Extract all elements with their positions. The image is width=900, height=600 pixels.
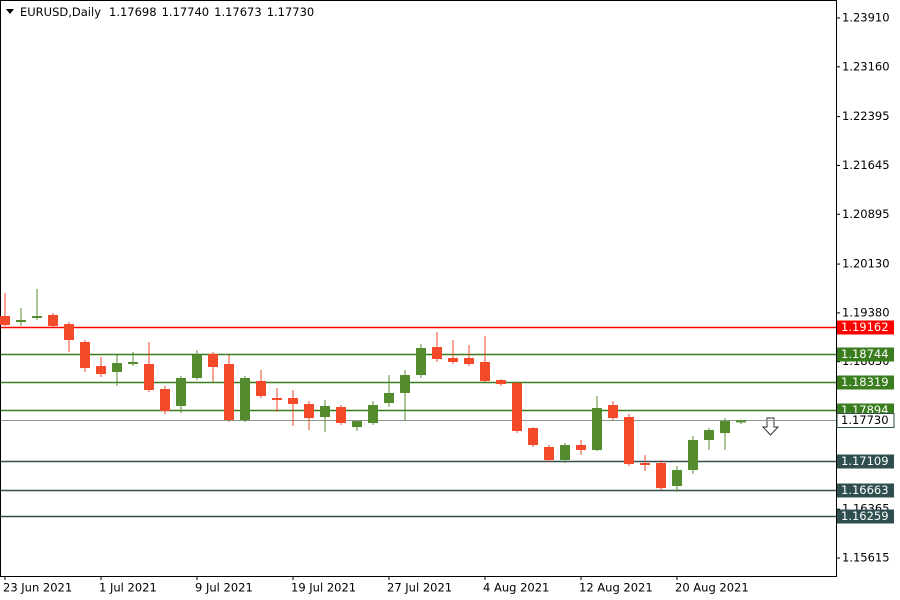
candle-body	[640, 463, 650, 465]
x-tick-label: 19 Jul 2021	[291, 581, 356, 595]
candle-body	[144, 364, 154, 390]
candle-body	[0, 316, 10, 326]
x-tick-label: 23 Jun 2021	[3, 581, 72, 595]
candle-body	[672, 470, 682, 487]
candle-body	[704, 430, 714, 440]
y-tick-label: 1.15615	[842, 551, 890, 565]
x-tick-label: 4 Aug 2021	[483, 581, 549, 595]
level-label-box	[837, 347, 894, 362]
candle-body	[96, 366, 106, 375]
y-tick-label: 1.21645	[842, 158, 890, 172]
candle-body	[560, 445, 570, 461]
x-tick-label: 27 Jul 2021	[387, 581, 452, 595]
y-tick-label: 1.20130	[842, 257, 890, 271]
candle-body	[336, 407, 346, 423]
y-tick-label: 1.19380	[842, 305, 890, 319]
menu-triangle	[6, 9, 14, 14]
level-label-box	[837, 483, 894, 498]
candle-body	[656, 463, 666, 489]
candle-body	[160, 389, 170, 412]
y-tick-label: 1.20895	[842, 207, 890, 221]
candle-body	[464, 358, 474, 365]
candle-body	[496, 380, 506, 384]
candle-body	[240, 378, 250, 421]
candle-body	[192, 355, 202, 379]
symbol: EURUSD,Daily	[20, 5, 101, 19]
level-label: 1.16663	[841, 483, 889, 497]
candle-body	[176, 378, 186, 407]
ohlc-low: 1.17673	[214, 5, 262, 19]
level-label: 1.18744	[841, 347, 889, 361]
candle-body	[208, 353, 218, 368]
candle-body	[272, 397, 282, 401]
candle-body	[720, 421, 730, 434]
candle-body	[576, 445, 586, 451]
level-label: 1.17109	[841, 454, 889, 468]
last-price-label: 1.17730	[841, 413, 889, 427]
candle-body	[128, 361, 138, 365]
candle-body	[304, 404, 314, 419]
candle-body	[544, 447, 554, 461]
level-label: 1.18319	[841, 375, 889, 389]
candle-body	[288, 397, 298, 405]
level-label: 1.19162	[841, 320, 889, 334]
candle-body	[736, 420, 746, 423]
level-label: 1.16259	[841, 509, 889, 523]
ohlc-close: 1.17730	[267, 5, 315, 19]
candle-body	[608, 405, 618, 419]
candle-body	[320, 406, 330, 418]
candle-body	[528, 428, 538, 446]
candle-body	[592, 408, 602, 451]
level-label-box	[837, 375, 894, 390]
level-label-box	[837, 320, 894, 335]
candle-body	[384, 392, 394, 404]
chart-header: EURUSD,Daily 1.17698 1.17740 1.17673 1.17730	[20, 5, 314, 19]
candle-body	[368, 405, 378, 423]
last-price-box	[836, 413, 895, 428]
candle-body	[224, 364, 234, 421]
x-tick-label: 1 Jul 2021	[99, 581, 157, 595]
y-tick-label: 1.22395	[842, 109, 890, 123]
ohlc-high: 1.17740	[162, 5, 210, 19]
candle-body	[112, 363, 122, 373]
candle-body	[400, 375, 410, 393]
x-tick-label: 20 Aug 2021	[675, 581, 749, 595]
candle-body	[624, 417, 634, 465]
candle-body	[448, 358, 458, 362]
y-tick-label: 1.23160	[842, 59, 890, 73]
plot-frame	[0, 0, 837, 577]
ohlc-open: 1.17698	[109, 5, 157, 19]
candle-body	[416, 347, 426, 376]
candle-body	[512, 383, 522, 432]
candle-body	[32, 316, 42, 318]
candle-body	[64, 324, 74, 340]
candle-body	[80, 342, 90, 368]
y-tick-label: 1.23910	[842, 10, 890, 24]
candle-body	[48, 314, 58, 326]
x-tick-label: 12 Aug 2021	[579, 581, 653, 595]
candle-body	[432, 347, 442, 359]
candle-body	[688, 439, 698, 471]
candle-body	[352, 421, 362, 428]
candle-body	[256, 381, 266, 397]
candle-body	[16, 320, 26, 323]
x-tick-label: 9 Jul 2021	[195, 581, 253, 595]
down-arrow-icon	[761, 417, 780, 436]
candle-body	[480, 361, 490, 382]
level-label-box	[837, 509, 894, 524]
level-label-box	[837, 454, 894, 469]
